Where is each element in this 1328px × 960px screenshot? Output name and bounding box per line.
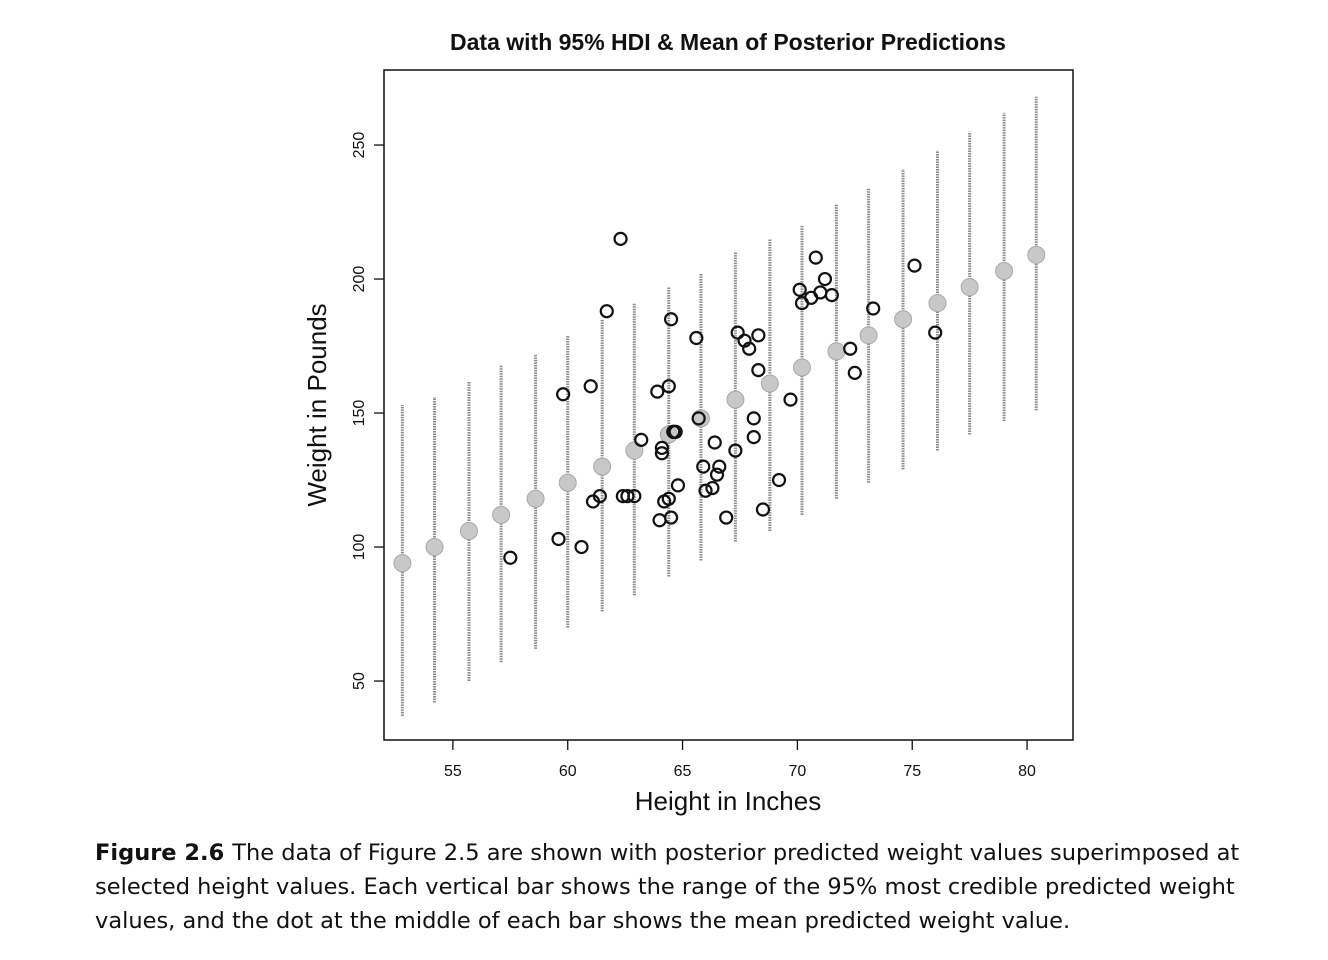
predicted-mean-point [760, 374, 779, 393]
x-axis: 55 60 65 70 75 80 [444, 740, 1036, 780]
predicted-mean-point [393, 554, 412, 573]
y-tick-label: 100 [351, 534, 368, 561]
predicted-mean-point [425, 538, 444, 557]
scatter-plot: Data with 95% HDI & Mean of Posterior Pr… [302, 29, 1074, 816]
predicted-mean-point [792, 358, 811, 377]
observed-data-point [751, 328, 766, 343]
x-tick-label: 75 [903, 763, 921, 780]
observed-data-point [670, 478, 686, 493]
observed-data-point [712, 459, 727, 474]
predicted-mean-point [593, 457, 612, 476]
predicted-mean-point [859, 326, 878, 345]
observed-data-point [503, 550, 518, 565]
observed-data-point [654, 440, 669, 455]
observed-data-point [928, 325, 943, 340]
predicted-mean-point [960, 278, 979, 297]
predicted-mean-point [459, 521, 478, 540]
observed-data-point [551, 531, 566, 547]
predicted-mean-point [526, 489, 545, 508]
plot-frame [383, 69, 1074, 741]
observed-data-point [556, 387, 571, 402]
plot-title: Data with 95% HDI & Mean of Posterior Pr… [450, 29, 1006, 55]
observed-data-point [705, 480, 720, 496]
observed-data-point [599, 304, 614, 319]
observed-data-point [650, 384, 665, 399]
observed-data-point [627, 489, 642, 504]
observed-data-point [634, 432, 649, 447]
observed-data-point [771, 472, 787, 488]
x-tick-label: 80 [1018, 763, 1036, 780]
observed-data-point [707, 435, 722, 450]
observed-data-point [742, 341, 757, 356]
observed-data-point [751, 363, 766, 378]
observed-data-point [719, 510, 734, 525]
observed-data-point [824, 288, 839, 303]
observed-data-point [907, 258, 922, 273]
observed-data-point [730, 325, 745, 340]
observed-data-point [792, 282, 807, 297]
figure-caption: Figure 2.6 The data of Figure 2.5 are sho… [95, 836, 1300, 938]
hdi-bars-layer [400, 96, 1038, 716]
observed-data-point [613, 231, 628, 246]
observed-data-point [755, 502, 771, 517]
observed-data-point [661, 491, 676, 506]
observed-data-point [817, 271, 833, 287]
observed-data-point [866, 301, 881, 316]
observed-data-point [746, 430, 761, 445]
observed-data-point [847, 365, 862, 380]
observed-data-point [691, 411, 706, 426]
x-tick-label: 70 [789, 763, 807, 780]
observed-data-point [698, 483, 713, 498]
observed-data-point [808, 250, 823, 265]
predicted-mean-point [558, 473, 577, 492]
observed-data-point [746, 411, 761, 426]
y-tick-label: 250 [351, 132, 368, 159]
predicted-mean-point [827, 342, 846, 361]
y-axis: 50 100 150 200 250 [351, 132, 384, 690]
observed-data-point [652, 513, 667, 528]
observed-data-point [661, 379, 676, 394]
observed-data-point [813, 285, 828, 300]
predicted-mean-point [995, 262, 1014, 280]
y-tick-label: 150 [351, 400, 368, 427]
observed-data-point [592, 489, 607, 504]
y-tick-label: 200 [351, 266, 368, 293]
observed-data-point [689, 330, 704, 346]
observed-data-point [783, 392, 798, 407]
caption-label: Figure 2.6 [95, 840, 225, 866]
observed-data-point [654, 446, 669, 461]
observed-points-layer [503, 231, 943, 565]
observed-data-point [620, 489, 635, 504]
observed-data-point [709, 467, 725, 482]
predicted-mean-point [625, 441, 644, 460]
caption-text: The data of Figure 2.5 are shown with po… [95, 840, 1240, 934]
predicted-mean-point [726, 390, 745, 409]
predicted-mean-point [894, 310, 913, 329]
predicted-mean-point [928, 294, 947, 313]
observed-data-point [696, 459, 711, 474]
observed-data-point [663, 312, 679, 327]
predicted-mean-point [492, 505, 511, 524]
observed-data-point [663, 510, 679, 525]
y-tick-label: 50 [351, 672, 368, 690]
predicted-mean-point [1027, 245, 1046, 264]
x-tick-label: 55 [444, 763, 462, 780]
observed-data-point [668, 424, 683, 439]
observed-data-point [728, 443, 743, 458]
observed-data-point [843, 341, 858, 356]
predicted-means-layer [393, 245, 1046, 573]
observed-data-point [574, 539, 589, 555]
x-tick-label: 65 [674, 763, 692, 780]
observed-data-point [583, 379, 598, 394]
x-axis-title: Height in Inches [635, 786, 821, 816]
y-axis-title: Weight in Pounds [302, 303, 332, 506]
x-tick-label: 60 [559, 763, 577, 780]
